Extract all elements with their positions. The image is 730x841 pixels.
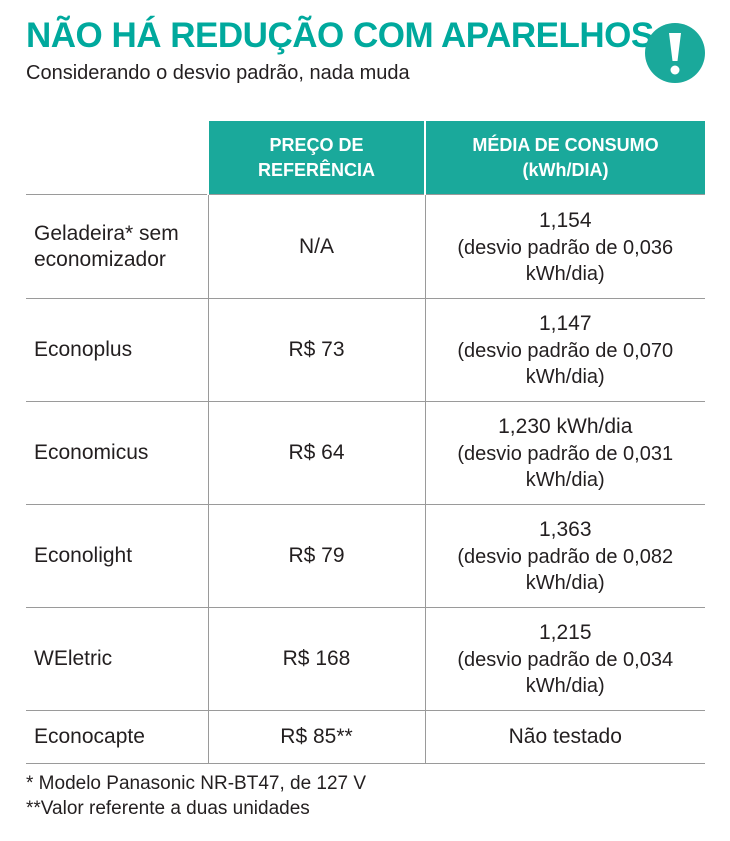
column-header-consumption: MÉDIA DE CONSUMO (kWh/DIA) (424, 121, 705, 195)
table-row: WEletric R$ 168 1,215 (desvio padrão de … (26, 607, 705, 711)
footnote: * Modelo Panasonic NR-BT47, de 127 V (26, 773, 367, 794)
row-consumption: 1,154 (desvio padrão de 0,036 kWh/dia) (424, 194, 705, 299)
consumption-value: 1,147 (538, 312, 592, 335)
row-price: R$ 168 (207, 607, 425, 711)
page-subtitle: Considerando o desvio padrão, nada muda (26, 62, 410, 84)
consumption-value: 1,363 (538, 518, 592, 541)
column-header-price: PREÇO DE REFERÊNCIA (207, 121, 425, 195)
row-consumption: 1,363 (desvio padrão de 0,082 kWh/dia) (424, 504, 705, 608)
page-title: NÃO HÁ REDUÇÃO COM APARELHOS (26, 16, 654, 55)
table-row: Econocapte R$ 85** Não testado (26, 710, 705, 764)
row-price: R$ 85** (207, 710, 425, 764)
row-name: Geladeira* sem economizador (26, 194, 208, 299)
row-price: R$ 79 (207, 504, 425, 608)
table-row: Econoplus R$ 73 1,147 (desvio padrão de … (26, 298, 705, 402)
consumption-value: 1,154 (538, 208, 592, 232)
row-consumption: 1,147 (desvio padrão de 0,070 kWh/dia) (424, 298, 705, 402)
consumption-deviation: (desvio padrão de 0,070 kWh/dia) (457, 340, 674, 388)
consumption-value: 1,215 (538, 621, 592, 644)
row-price: R$ 73 (207, 298, 425, 402)
consumption-deviation: (desvio padrão de 0,036 kWh/dia) (457, 236, 674, 285)
table-row: Geladeira* sem economizador N/A 1,154 (d… (26, 194, 705, 299)
consumption-deviation: (desvio padrão de 0,082 kWh/dia) (457, 546, 674, 594)
row-name: Econoplus (26, 298, 208, 402)
row-consumption: 1,230 kWh/dia (desvio padrão de 0,031 kW… (424, 401, 705, 505)
row-price: R$ 64 (207, 401, 425, 505)
row-consumption: Não testado (424, 710, 705, 764)
consumption-value: 1,230 kWh/dia (498, 415, 633, 438)
table-row: Econolight R$ 79 1,363 (desvio padrão de… (26, 504, 705, 608)
table-row: Economicus R$ 64 1,230 kWh/dia (desvio p… (26, 401, 705, 505)
row-name: Econocapte (26, 710, 208, 764)
header-blank (26, 121, 208, 195)
consumption-value: Não testado (508, 725, 622, 748)
row-name: Econolight (26, 504, 208, 608)
footnotes: * Modelo Panasonic NR-BT47, de 127 V **V… (26, 771, 366, 821)
consumption-deviation: (desvio padrão de 0,031 kWh/dia) (457, 443, 674, 491)
footnote: **Valor referente a duas unidades (26, 798, 310, 819)
row-name: Economicus (26, 401, 208, 505)
row-price: N/A (207, 194, 425, 299)
exclamation-icon (645, 23, 705, 83)
row-consumption: 1,215 (desvio padrão de 0,034 kWh/dia) (424, 607, 705, 711)
comparison-table: PREÇO DE REFERÊNCIA MÉDIA DE CONSUMO (kW… (26, 121, 705, 764)
consumption-deviation: (desvio padrão de 0,034 kWh/dia) (457, 649, 674, 697)
row-name: WEletric (26, 607, 208, 711)
